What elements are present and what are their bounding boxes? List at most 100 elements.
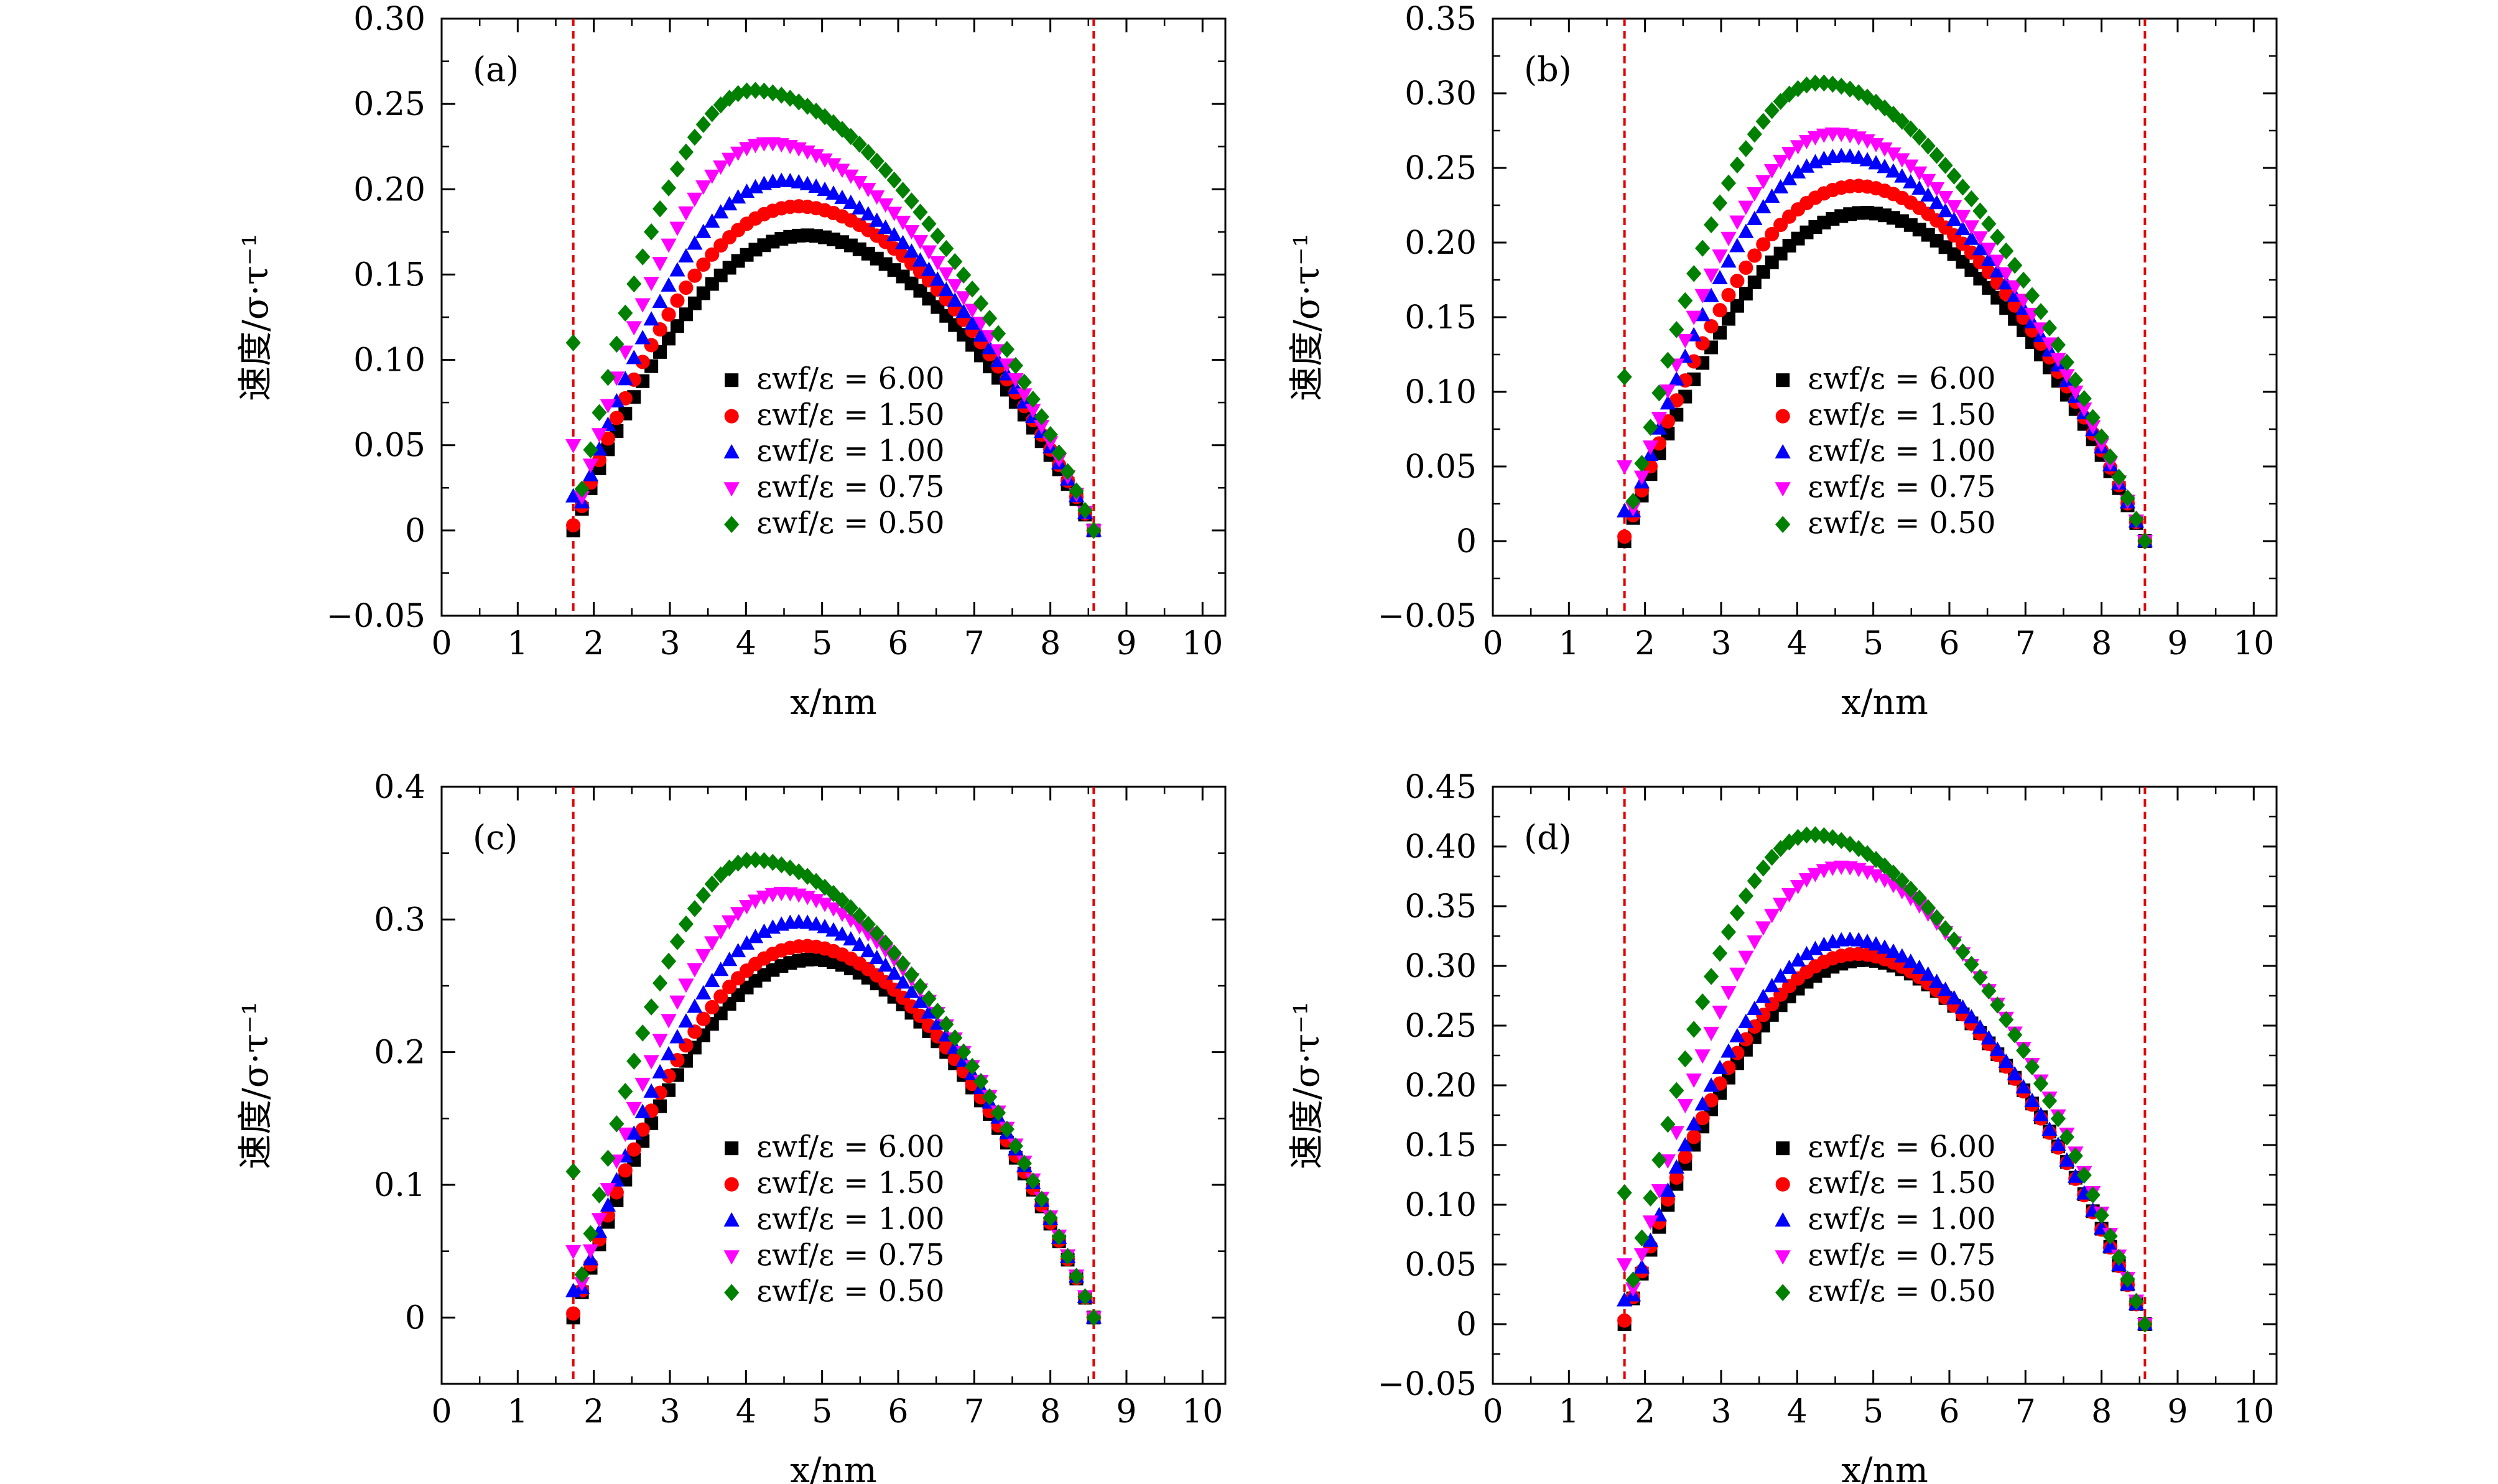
data-point <box>1616 1292 1633 1307</box>
legend-marker <box>723 444 740 459</box>
data-point <box>912 1008 928 1023</box>
legend-marker <box>724 516 740 533</box>
data-point <box>1954 210 1971 225</box>
y-tick-label: −0.05 <box>1378 598 1477 635</box>
data-point <box>1686 1021 1702 1038</box>
legend-marker <box>1775 482 1791 497</box>
data-point <box>2068 1168 2084 1183</box>
data-point <box>722 196 738 211</box>
data-point <box>1755 113 1771 131</box>
data-point <box>1729 1027 1745 1042</box>
data-point <box>1677 1137 1693 1152</box>
data-point <box>1651 1151 1667 1169</box>
data-point <box>2068 385 2084 400</box>
data-point <box>1954 999 1971 1014</box>
data-point <box>1765 226 1780 242</box>
series-4 <box>1617 826 2153 1333</box>
data-point <box>1877 873 1893 888</box>
data-point <box>1764 188 1780 203</box>
data-point <box>1016 388 1033 403</box>
data-point <box>1060 463 1075 481</box>
data-point <box>1946 167 1962 185</box>
data-point <box>1747 935 1763 950</box>
data-point <box>921 1004 937 1019</box>
data-point <box>713 989 728 1004</box>
y-tick-label: 0.20 <box>353 171 425 208</box>
data-point <box>973 1073 989 1090</box>
data-point <box>1798 158 1815 173</box>
data-point <box>1946 211 1962 226</box>
data-point <box>2076 1166 2092 1184</box>
data-point <box>704 105 720 123</box>
data-point <box>1929 182 1945 197</box>
data-point <box>843 931 859 946</box>
data-point <box>1868 936 1884 951</box>
data-point <box>921 215 937 233</box>
x-tick-label: 2 <box>1635 1393 1655 1431</box>
data-point <box>1990 228 2005 246</box>
data-point <box>1720 174 1737 192</box>
data-point <box>1790 879 1806 894</box>
y-tick-label: 0.40 <box>1405 828 1477 866</box>
data-point <box>808 178 824 193</box>
data-point <box>1660 395 1676 410</box>
data-point <box>1998 267 2014 282</box>
data-point <box>1998 1053 2014 1068</box>
data-point <box>635 355 650 369</box>
y-tick-label: 0 <box>405 512 425 550</box>
data-point <box>609 1185 624 1200</box>
data-point <box>1885 943 1901 958</box>
data-point <box>1694 1049 1711 1064</box>
data-point <box>1920 187 1936 202</box>
y-axis-label: 速度/σ·τ⁻¹ <box>236 1001 276 1169</box>
data-point <box>1755 921 1771 936</box>
data-point <box>1877 159 1893 174</box>
data-point <box>643 1055 659 1070</box>
data-point <box>1954 220 1971 236</box>
data-point <box>1980 243 1997 257</box>
data-point <box>1773 897 1789 912</box>
data-point <box>2007 298 2022 313</box>
data-point <box>947 279 963 294</box>
legend-marker <box>1775 409 1790 424</box>
data-point <box>964 304 980 318</box>
y-tick-label: 0.25 <box>1405 1008 1477 1045</box>
data-point <box>1617 529 1632 544</box>
data-point <box>1937 190 1954 205</box>
data-point <box>912 993 929 1008</box>
data-point <box>2033 303 2049 320</box>
x-tick-label: 10 <box>1182 625 1223 662</box>
x-tick-label: 7 <box>964 1393 985 1431</box>
data-point <box>1764 102 1780 119</box>
data-point <box>738 935 755 950</box>
legend-label: εwf/ε = 1.00 <box>756 1202 944 1236</box>
x-tick-label: 1 <box>1559 625 1579 662</box>
data-point <box>687 900 702 917</box>
data-point <box>626 350 642 364</box>
data-point <box>1704 1093 1719 1108</box>
legend-label: εwf/ε = 0.50 <box>756 1274 944 1309</box>
data-point <box>747 894 764 909</box>
data-point <box>939 1016 954 1033</box>
data-point <box>1739 287 1753 301</box>
data-point <box>825 922 842 937</box>
data-point <box>1773 154 1789 170</box>
data-point <box>591 428 608 443</box>
data-point <box>999 1120 1015 1138</box>
data-point <box>1911 959 1928 974</box>
legend-marker <box>724 1284 740 1301</box>
data-point <box>912 978 928 995</box>
data-point <box>705 999 720 1014</box>
data-point <box>644 223 659 241</box>
data-point <box>2059 369 2075 384</box>
data-point <box>679 307 693 322</box>
data-point <box>661 1046 677 1060</box>
data-point <box>1616 1258 1633 1273</box>
data-point <box>1034 1190 1049 1208</box>
data-point <box>2102 1238 2119 1253</box>
series-4 <box>565 81 1102 539</box>
y-tick-label: 0.10 <box>1405 1187 1477 1224</box>
data-point <box>1894 872 1910 889</box>
data-point <box>1764 909 1780 924</box>
